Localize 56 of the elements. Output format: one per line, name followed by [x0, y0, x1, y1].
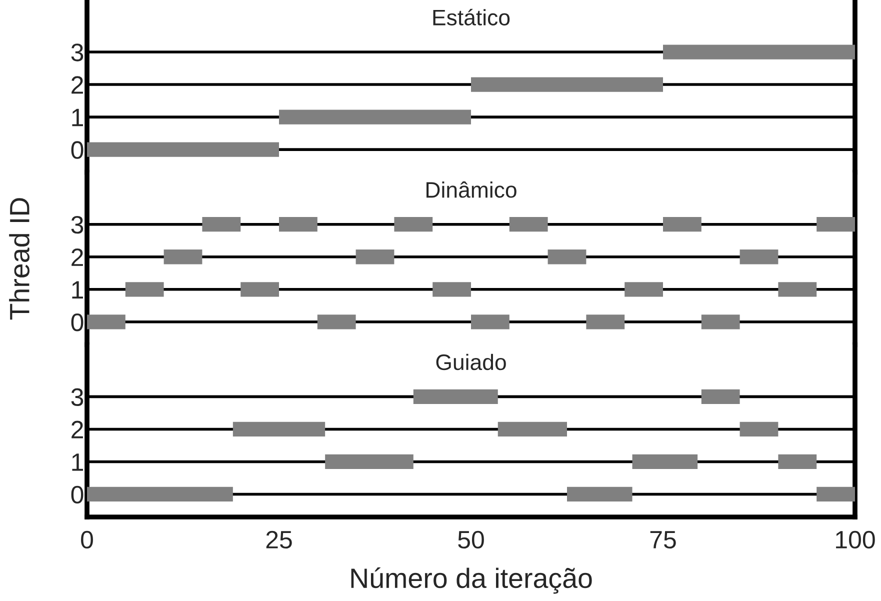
y-tick-label: 3	[71, 388, 84, 406]
bar	[356, 250, 394, 264]
chart-title: Guiado	[436, 354, 506, 370]
y-tick-label: 3	[71, 216, 84, 234]
bar	[87, 314, 126, 330]
bar	[778, 282, 817, 297]
bar	[663, 217, 702, 232]
y-tick-label: 0	[71, 314, 84, 332]
bar	[498, 422, 567, 437]
chart-title: Estático	[433, 8, 510, 26]
bar	[202, 217, 241, 232]
x-tick-label: 100	[836, 530, 875, 549]
bar	[240, 282, 279, 297]
bar	[701, 389, 740, 404]
y-tick-label: 3	[71, 44, 84, 62]
x-tick-label: 25	[266, 530, 292, 549]
bar	[632, 454, 698, 470]
bar	[125, 282, 164, 297]
x-axis-title: Número da iteração	[351, 567, 592, 594]
bar	[778, 454, 817, 470]
bar	[663, 44, 855, 60]
y-tick-label: 1	[72, 454, 84, 471]
bar	[471, 314, 510, 330]
y-axis-title: Thread ID	[9, 198, 30, 320]
y-tick-label: 2	[72, 248, 83, 266]
bar	[413, 389, 498, 404]
bar	[87, 486, 233, 502]
bar	[471, 77, 663, 92]
x-tick-label: 50	[458, 530, 484, 549]
y-tick-label: 0	[71, 486, 84, 504]
x-tick-label: 75	[650, 531, 676, 549]
y-tick-label: 0	[71, 141, 84, 159]
bar	[586, 314, 625, 330]
bar	[740, 250, 778, 264]
bar	[701, 314, 740, 330]
bar	[548, 250, 586, 264]
bar	[232, 422, 326, 437]
chart-title: Dinâmico	[426, 181, 516, 198]
bar	[816, 217, 855, 232]
bar	[279, 110, 471, 124]
y-tick-label: 1	[72, 108, 84, 126]
bar	[432, 282, 471, 297]
bar	[567, 486, 632, 502]
bar	[317, 314, 356, 330]
bar	[279, 217, 318, 232]
bar	[740, 422, 778, 437]
bar	[164, 250, 202, 264]
y-tick-label: 1	[72, 281, 84, 298]
y-tick-label: 2	[72, 76, 83, 94]
bar	[394, 217, 433, 232]
bar	[816, 486, 855, 502]
bar	[509, 217, 548, 232]
bar	[325, 454, 414, 470]
bar	[87, 142, 279, 157]
bar	[624, 282, 663, 297]
y-tick-label: 2	[72, 420, 83, 438]
